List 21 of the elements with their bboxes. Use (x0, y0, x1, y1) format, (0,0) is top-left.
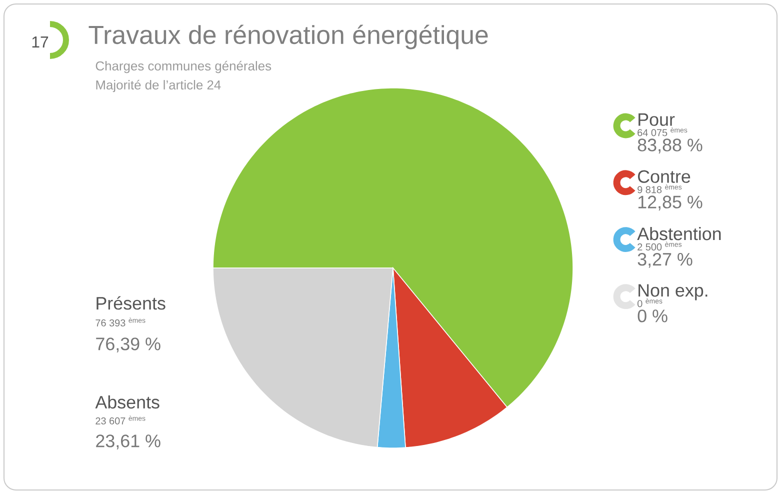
text: Présents (96, 296, 166, 310)
chart-title: Travaux de rénovation énergétique (88, 24, 488, 50)
data-label: 2 500 $^{èmes}$ (638, 242, 682, 250)
slice-label: Absents (95, 395, 160, 409)
text: 0 % (638, 310, 668, 322)
text: 0 $^{èmes}$ (637, 298, 662, 308)
legend-label: Abstention (637, 227, 721, 240)
data-label: 9 818 $^{èmes}$ (638, 184, 682, 194)
text: 23,61 % (96, 434, 160, 450)
text: 17 (32, 36, 48, 48)
legend-label: Pour (638, 113, 675, 126)
text: 12,85 % (638, 196, 702, 211)
data-label: 23 607 $^{èmes}$ (96, 416, 146, 424)
text: 83,88 % (638, 138, 702, 154)
text: 76 393 $^{èmes}$ (96, 318, 146, 326)
text: Majorité de l’article 24 (96, 80, 221, 92)
data-label: 64 075 $^{èmes}$ (638, 127, 688, 136)
text: 76,39 % (96, 338, 160, 352)
legend-label: Contre (638, 170, 690, 183)
chart-subtitle: Charges communes générales (96, 60, 272, 74)
text: 3,27 % (638, 252, 692, 268)
